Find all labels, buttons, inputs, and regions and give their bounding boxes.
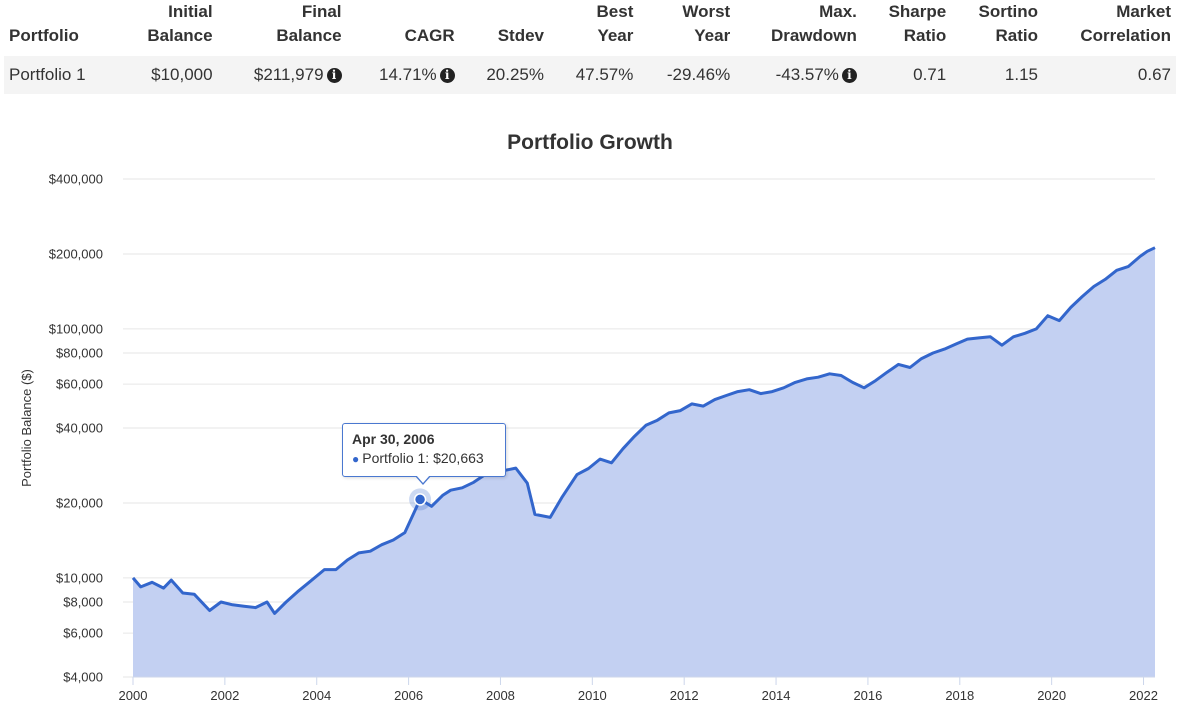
y-tick-label: $20,000 [56,495,103,510]
header-stdev: Stdev [497,26,545,45]
plot-area [131,246,1156,677]
portfolio-growth-chart[interactable]: Portfolio Growth Portfolio Balance ($) $… [0,118,1180,708]
x-tick-label: 2004 [302,688,331,703]
header-best-year: Best Year [596,2,634,45]
y-axis-label: Portfolio Balance ($) [19,369,34,487]
header-sharpe-ratio: Sharpe Ratio [888,2,947,45]
cell-best-year: 47.57% [549,56,639,94]
x-tick-label: 2020 [1037,688,1066,703]
hover-marker [409,488,432,511]
tooltip-pointer-inner [416,475,430,483]
y-tick-label: $100,000 [49,321,103,336]
cell-portfolio: Portfolio 1 [4,56,119,94]
x-tick-label: 2008 [486,688,515,703]
cell-stdev: 20.25% [459,56,550,94]
chart-title: Portfolio Growth [507,131,673,154]
info-icon[interactable]: i [841,68,857,83]
hover-point[interactable] [413,493,427,506]
summary-header-row: Portfolio Initial Balance Final Balance CA… [4,0,1176,56]
y-tick-label: $60,000 [56,377,103,392]
y-tick-label: $200,000 [49,246,103,261]
cagr-value: 14.71% [378,65,437,84]
x-tick-label: 2012 [670,688,699,703]
x-tick-label: 2014 [762,688,791,703]
cell-market-correlation: 0.67 [1042,56,1176,94]
cell-cagr: 14.71% i [346,56,460,94]
max-drawdown-value: -43.57% [775,65,839,84]
y-tick-label: $6,000 [63,626,103,641]
cell-initial-balance: $10,000 [118,56,218,94]
y-tick-label: $10,000 [56,570,103,585]
series-dot-icon: ● [352,452,360,466]
x-tick-label: 2010 [578,688,607,703]
header-final-balance: Final Balance [276,2,342,45]
header-market-correlation: Market Correlation [1080,2,1171,45]
x-tick-label: 2000 [119,688,148,703]
tooltip-series: Portfolio 1 [362,450,426,466]
info-icon[interactable]: i [439,68,455,83]
portfolio-summary-table: Portfolio Initial Balance Final Balance CA… [4,0,1176,94]
x-tick-label: 2018 [945,688,974,703]
header-worst-year: Worst Year [682,2,731,45]
header-cagr: CAGR [404,26,455,45]
cell-max-drawdown: -43.57% i [735,56,862,94]
x-tick-label: 2006 [394,688,423,703]
cell-worst-year: -29.46% [638,56,736,94]
cell-sharpe-ratio: 0.71 [861,56,952,94]
header-sortino-ratio: Sortino Ratio [978,2,1038,45]
final-balance-value: $211,979 [253,65,324,84]
tooltip-date: Apr 30, 2006 [352,431,435,447]
y-tick-label: $8,000 [63,595,103,610]
x-tick-label: 2016 [853,688,882,703]
x-tick-label: 2022 [1129,688,1158,703]
series-area [133,247,1155,677]
y-tick-label: $400,000 [49,172,103,187]
tooltip-row: ● Portfolio 1: $20,663 [352,450,484,466]
table-row: Portfolio 1 $10,000 $211,979 i 14.71% i 20… [4,56,1176,94]
header-portfolio: Portfolio [9,26,79,45]
header-initial-balance: Initial Balance [147,2,213,45]
y-tick-label: $80,000 [56,346,103,361]
tooltip-value: $20,663 [433,450,484,466]
cell-final-balance: $211,979 i [217,56,347,94]
info-icon[interactable]: i [326,68,342,83]
cell-sortino-ratio: 1.15 [951,56,1043,94]
axes: $4,000 $6,000 $8,000 $10,000 $20,000 $40,000 $… [49,172,1158,704]
y-tick-label: $40,000 [56,421,103,436]
y-tick-label: $4,000 [63,670,103,685]
header-max-drawdown: Max. Drawdown [770,2,857,45]
x-tick-label: 2002 [210,688,239,703]
chart-tooltip: Apr 30, 2006 ● Portfolio 1: $20,663 [342,423,506,485]
series-line-portfolio-1[interactable] [131,246,1156,615]
